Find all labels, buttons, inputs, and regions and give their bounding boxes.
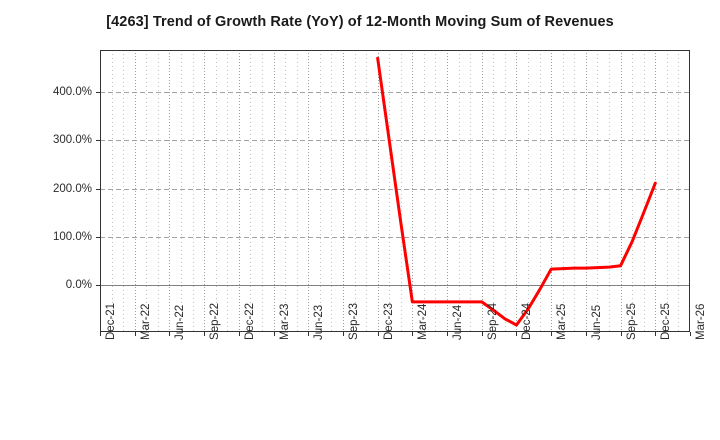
x-axis-tick-label: Dec-23 [382,302,395,340]
x-axis-tick-label: Mar-24 [417,303,430,340]
x-axis-tick-label: Mar-23 [278,303,291,340]
x-axis-tick-label: Sep-24 [486,302,499,340]
chart-title: [4263] Trend of Growth Rate (YoY) of 12-… [106,14,614,30]
x-axis-tick-label: Jun-24 [452,304,465,340]
x-axis-tick-label: Mar-26 [695,303,707,340]
y-axis-tick-label: 300.0% [52,134,92,147]
plot-frame [100,50,690,332]
y-axis-tick-label: 100.0% [52,230,92,243]
x-axis-tick-label: Jun-25 [590,304,603,340]
x-axis-tick-label: Sep-22 [209,302,222,340]
y-axis-tick-label: 400.0% [52,86,92,98]
x-axis-tick-label: Jun-22 [174,304,187,340]
x-axis-tick-label: Mar-22 [139,303,152,340]
x-axis-tick-label: Dec-22 [243,302,256,340]
x-axis-tick-label: Sep-25 [625,302,638,340]
x-axis-tick-label: Dec-21 [105,302,117,340]
y-axis-tick-label: 200.0% [52,182,92,195]
x-axis-tick-label: Sep-23 [347,302,360,340]
x-axis-tick-label: Dec-25 [660,302,673,340]
y-axis-tick-label: 0.0% [65,279,92,291]
series-lines [376,56,657,327]
x-axis-tick-label: Dec-24 [521,302,534,340]
axis-ticks [96,92,691,336]
x-axis-tick-label: Mar-25 [556,303,569,340]
x-axis-tick-label: Jun-23 [313,304,326,340]
